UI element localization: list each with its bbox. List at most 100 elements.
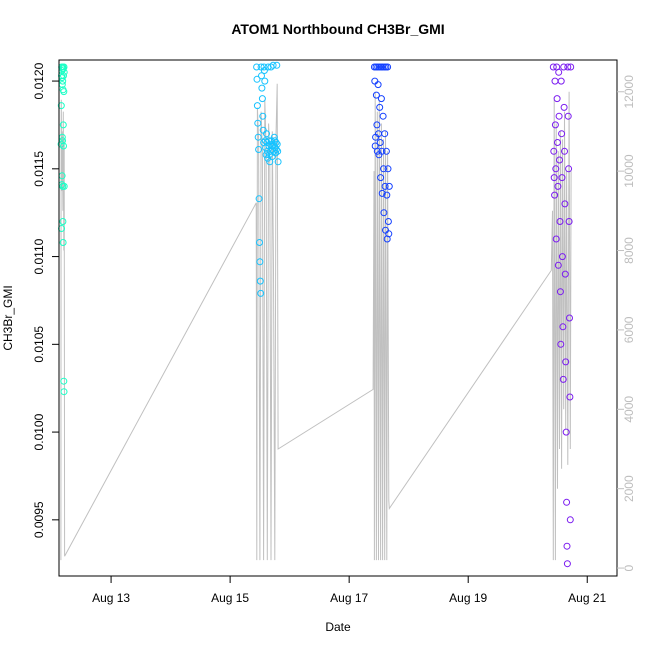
data-point bbox=[556, 288, 564, 296]
data-point bbox=[551, 77, 559, 85]
data-point bbox=[566, 516, 574, 524]
data-point bbox=[550, 147, 558, 155]
axes-layer: 0.0095 0.0100 0.0105 0.0110 0.0115 0.0120 0 200… bbox=[32, 59, 636, 605]
data-point bbox=[272, 139, 280, 146]
data-point bbox=[378, 189, 386, 197]
data-point bbox=[274, 158, 282, 166]
data-point bbox=[377, 174, 385, 182]
data-point bbox=[385, 230, 393, 238]
data-point bbox=[256, 258, 264, 266]
x-tick-label: Aug 13 bbox=[92, 591, 130, 605]
right-tick-label: 0 bbox=[622, 564, 636, 571]
data-point bbox=[383, 191, 391, 199]
y-tick-label: 0.0120 bbox=[32, 62, 46, 99]
data-point bbox=[254, 133, 262, 141]
x-tick-label: Aug 19 bbox=[449, 591, 487, 605]
data-point bbox=[256, 239, 263, 246]
data-point bbox=[565, 218, 573, 225]
data-point bbox=[384, 165, 392, 173]
data-point bbox=[60, 63, 68, 71]
data-point bbox=[559, 323, 567, 331]
data-point bbox=[377, 95, 385, 103]
data-point bbox=[567, 63, 575, 71]
data-point bbox=[264, 154, 272, 162]
data-point bbox=[60, 88, 68, 96]
data-point bbox=[59, 77, 67, 85]
data-point bbox=[552, 165, 560, 173]
data-point bbox=[382, 147, 390, 155]
data-point bbox=[551, 121, 559, 129]
data-point bbox=[557, 77, 565, 85]
right-tick-label: 4000 bbox=[622, 396, 636, 423]
data-point bbox=[60, 182, 68, 190]
data-point bbox=[561, 200, 569, 208]
data-point bbox=[60, 377, 68, 385]
data-point bbox=[549, 63, 557, 71]
data-point bbox=[564, 112, 572, 120]
data-point bbox=[272, 149, 280, 157]
data-point bbox=[564, 63, 572, 71]
data-point bbox=[373, 147, 381, 155]
data-point bbox=[254, 119, 262, 127]
data-point bbox=[558, 130, 566, 138]
data-point bbox=[384, 218, 392, 225]
data-point bbox=[381, 182, 389, 190]
data-point bbox=[555, 112, 563, 120]
data-point bbox=[59, 218, 67, 225]
data-point bbox=[60, 68, 68, 76]
data-point bbox=[558, 253, 566, 261]
right-tick-label: 12000 bbox=[622, 75, 636, 109]
data-point bbox=[59, 239, 67, 246]
data-point bbox=[561, 270, 569, 278]
data-point bbox=[554, 261, 562, 269]
data-point bbox=[259, 112, 267, 120]
y-tick-label: 0.0095 bbox=[32, 501, 46, 538]
data-point bbox=[550, 174, 558, 182]
data-point bbox=[253, 102, 261, 110]
data-point bbox=[372, 91, 380, 99]
data-point bbox=[253, 63, 261, 71]
right-tick-label: 10000 bbox=[622, 154, 636, 188]
data-point bbox=[374, 81, 382, 89]
data-point bbox=[385, 182, 393, 190]
altitude-layer bbox=[60, 83, 572, 561]
y-tick-label: 0.0100 bbox=[32, 413, 46, 450]
data-point bbox=[381, 130, 389, 138]
data-point bbox=[255, 195, 263, 203]
right-tick-label: 8000 bbox=[622, 237, 636, 264]
data-point bbox=[255, 146, 263, 153]
data-point bbox=[262, 144, 270, 152]
data-point bbox=[263, 139, 271, 146]
data-point bbox=[376, 103, 384, 111]
data-point bbox=[560, 103, 568, 111]
points-layer bbox=[57, 61, 575, 568]
data-point bbox=[380, 165, 387, 173]
data-point bbox=[566, 393, 574, 401]
plot-frame bbox=[58, 59, 618, 577]
data-point bbox=[269, 61, 277, 69]
chart-title: ATOM1 Northbound CH3Br_GMI bbox=[231, 21, 444, 37]
data-point bbox=[557, 340, 565, 348]
data-point bbox=[60, 72, 67, 80]
data-point bbox=[261, 77, 269, 85]
data-point bbox=[371, 77, 379, 85]
data-point bbox=[551, 191, 559, 199]
data-point bbox=[552, 235, 560, 243]
data-point bbox=[554, 182, 562, 190]
data-point bbox=[256, 277, 264, 285]
data-point bbox=[273, 140, 281, 148]
data-point bbox=[262, 151, 270, 159]
x-tick-label: Aug 15 bbox=[211, 591, 249, 605]
data-point bbox=[563, 560, 571, 568]
data-point bbox=[57, 102, 65, 110]
x-axis-label: Date bbox=[325, 620, 351, 634]
y-axis-label: CH3Br_GMI bbox=[1, 285, 15, 350]
data-point bbox=[274, 147, 282, 155]
data-point bbox=[556, 218, 564, 225]
data-point bbox=[560, 63, 568, 71]
data-point bbox=[60, 142, 67, 150]
right-tick-label: 2000 bbox=[622, 475, 636, 502]
x-tick-label: Aug 21 bbox=[568, 591, 606, 605]
